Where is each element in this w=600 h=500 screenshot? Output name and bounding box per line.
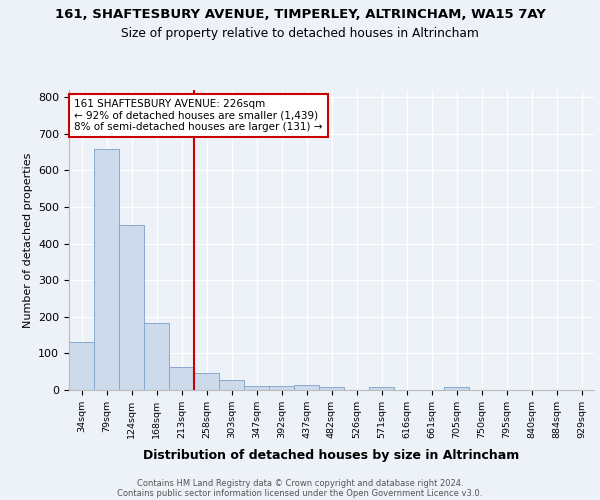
Text: Contains HM Land Registry data © Crown copyright and database right 2024.: Contains HM Land Registry data © Crown c… bbox=[137, 478, 463, 488]
Text: Contains public sector information licensed under the Open Government Licence v3: Contains public sector information licen… bbox=[118, 488, 482, 498]
Bar bbox=[194, 373, 219, 390]
Bar bbox=[69, 342, 94, 390]
Bar bbox=[144, 322, 169, 390]
Bar bbox=[444, 387, 469, 390]
Bar bbox=[369, 387, 394, 390]
Bar bbox=[119, 226, 144, 390]
Text: 161 SHAFTESBURY AVENUE: 226sqm
← 92% of detached houses are smaller (1,439)
8% o: 161 SHAFTESBURY AVENUE: 226sqm ← 92% of … bbox=[74, 99, 323, 132]
X-axis label: Distribution of detached houses by size in Altrincham: Distribution of detached houses by size … bbox=[143, 450, 520, 462]
Bar bbox=[94, 148, 119, 390]
Bar bbox=[319, 386, 344, 390]
Text: 161, SHAFTESBURY AVENUE, TIMPERLEY, ALTRINCHAM, WA15 7AY: 161, SHAFTESBURY AVENUE, TIMPERLEY, ALTR… bbox=[55, 8, 545, 20]
Bar bbox=[294, 385, 319, 390]
Text: Size of property relative to detached houses in Altrincham: Size of property relative to detached ho… bbox=[121, 28, 479, 40]
Y-axis label: Number of detached properties: Number of detached properties bbox=[23, 152, 32, 328]
Bar bbox=[219, 380, 244, 390]
Bar bbox=[169, 367, 194, 390]
Bar bbox=[269, 386, 294, 390]
Bar bbox=[244, 386, 269, 390]
